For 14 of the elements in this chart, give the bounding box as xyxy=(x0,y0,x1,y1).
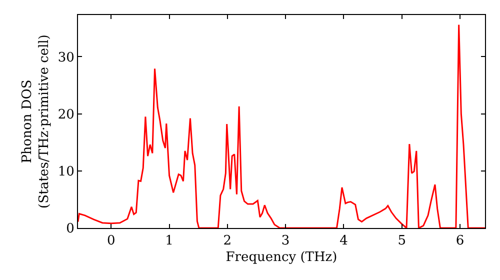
x-axis-title: Frequency (THz) xyxy=(226,250,338,266)
y-tick-label: 10 xyxy=(58,164,74,180)
x-tick-label: 2 xyxy=(223,234,232,249)
x-tick-label: 3 xyxy=(281,234,290,249)
x-tick-label: 6 xyxy=(456,234,464,249)
line-series xyxy=(78,24,485,228)
x-tick-label: 5 xyxy=(398,234,406,249)
y-tick-label: 30 xyxy=(58,50,74,66)
x-tick-label: 0 xyxy=(107,234,116,249)
y-tick-label: 20 xyxy=(58,107,74,122)
y-axis-title: Phonon DOS (States/THz·primitive cell) xyxy=(20,34,52,209)
x-tick-label: 1 xyxy=(165,234,174,249)
x-tick-label: 4 xyxy=(340,234,348,249)
y-tick-label: 0 xyxy=(66,222,74,237)
